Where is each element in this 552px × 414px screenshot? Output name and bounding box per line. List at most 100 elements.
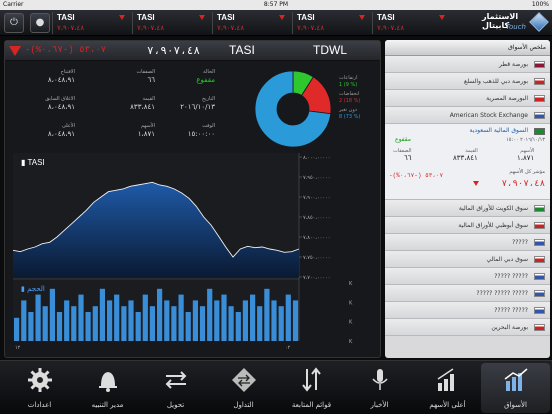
flag-icon xyxy=(534,222,545,229)
down-arrow-icon xyxy=(359,15,365,20)
ticker-value: ٧،٩٠٧،٤٨ xyxy=(217,25,245,32)
market-row[interactable]: ????? xyxy=(385,234,550,251)
stat-value: ١٥:٠٠:٠٠ xyxy=(187,130,215,138)
volume-bar xyxy=(185,312,191,341)
market-row[interactable]: سوق دبي المالي xyxy=(385,251,550,268)
flag-icon xyxy=(534,273,545,280)
pie-legend-value: 8 (73 %) xyxy=(339,114,361,120)
stat-item: الوقت ١٥:٠٠:٠٠ xyxy=(155,123,215,138)
saudi-market-card[interactable]: السوق المالية السعودية ٢٠١٦/١٠/١٣ ١٥:٠٠ … xyxy=(385,124,550,200)
flag-icon xyxy=(534,324,545,331)
pie-legend-value: 2 (18 %) xyxy=(339,98,361,104)
price-tick-label: ٧،٩٥٠،٠٠٠٠٠ xyxy=(303,175,330,181)
flag-icon xyxy=(534,112,545,119)
market-code: TDWL xyxy=(313,43,347,57)
volume-bar xyxy=(28,312,34,341)
volume-tick-label: K xyxy=(349,339,353,345)
stat-item: القيمة ٨٣٣،٨٤١ xyxy=(95,96,155,111)
ticker-symbol: TASI xyxy=(137,13,155,22)
down-arrow-icon xyxy=(199,15,205,20)
tab-trading[interactable]: التداول xyxy=(209,363,278,413)
saudi-timestamp: ٢٠١٦/١٠/١٣ ١٥:٠٠ xyxy=(506,137,545,143)
ticker-item[interactable]: TASI ٧،٩٠٧،٤٨ xyxy=(292,12,370,34)
market-name: البورصة المصرية xyxy=(486,95,528,102)
index-panel: -٥٣،٠٧ (-٠،٦٧%) ٧،٩٠٧،٤٨ TASI TDWL الحال… xyxy=(4,40,381,358)
logo-diamond-icon xyxy=(529,12,549,32)
tab-alert-manager[interactable]: مدير التنبيه xyxy=(73,363,142,413)
market-row[interactable]: سوق أبوظبي للأوراق المالية xyxy=(385,217,550,234)
volume-bar xyxy=(271,300,277,341)
market-row[interactable]: بورصة البحرين xyxy=(385,319,550,336)
market-row[interactable]: ????? ????? ????? xyxy=(385,285,550,302)
market-name: سوق أبوظبي للأوراق المالية xyxy=(458,222,528,229)
pie-legend-item: دون تغير 8 (73 %) xyxy=(339,107,360,120)
battery-level: 100% xyxy=(531,1,549,8)
volume-bar xyxy=(49,288,55,341)
ticker-item[interactable]: TASI ٧،٩٠٧،٤٨ xyxy=(372,12,450,34)
market-row[interactable]: ????? ????? xyxy=(385,302,550,319)
saudi-stat: القيمة ٨٣٣،٨٤١ xyxy=(453,148,478,162)
tab-transfer[interactable]: تحويل xyxy=(141,363,210,413)
market-row[interactable]: بورصة دبي للذهب والسلع xyxy=(385,73,550,90)
volume-bar xyxy=(228,306,234,341)
volume-bar xyxy=(135,312,141,341)
ticker-item[interactable]: TASI ٧،٩٠٧،٤٨ xyxy=(52,12,130,34)
ticker-value: ٧،٩٠٧،٤٨ xyxy=(57,25,85,32)
index-value: ٧،٩٠٧،٤٨ xyxy=(147,46,200,58)
tab-watchlist[interactable]: قوائم المتابعة xyxy=(277,363,346,413)
saudi-stat-label: الصفقات xyxy=(393,148,412,154)
alert-manager-icon xyxy=(99,372,117,392)
ticker-value: ٧،٩٠٧،٤٨ xyxy=(297,25,325,32)
market-row[interactable]: سوق الكويت للأوراق المالية xyxy=(385,200,550,217)
index-header: -٥٣،٠٧ (-٠،٦٧%) ٧،٩٠٧،٤٨ TASI TDWL xyxy=(5,41,380,61)
market-row[interactable]: ????? ????? xyxy=(385,268,550,285)
tab-news[interactable]: الأخبار xyxy=(345,363,414,413)
volume-bar xyxy=(71,306,77,341)
market-name: سوق دبي المالي xyxy=(486,256,528,263)
transfer-icon xyxy=(165,371,187,389)
stat-value: ٨،٠٤٨،٩١ xyxy=(47,76,75,84)
app-logo: الاستثمار كابيتال Touch xyxy=(482,11,550,35)
tab-top-stocks[interactable]: أعلى الأسهم xyxy=(413,363,482,413)
volume-bar xyxy=(114,294,120,341)
tab-label: الأسواق xyxy=(504,401,527,409)
saudi-stat-value: ٨٣٣،٨٤١ xyxy=(453,154,478,162)
market-row[interactable]: البورصة المصرية xyxy=(385,90,550,107)
tab-markets[interactable]: الأسواق xyxy=(481,363,550,413)
price-tick-label: ٧،٧٠٠،٠٠٠٠٠ xyxy=(303,275,330,281)
tab-label: أعلى الأسهم xyxy=(429,401,466,409)
pie-legend-label: ارتفاعات xyxy=(339,75,358,81)
market-name: American Stock Exchange xyxy=(449,112,528,119)
saudi-stat: الصفقات ٦٦ xyxy=(393,148,412,162)
down-arrow-icon xyxy=(473,181,479,186)
ticker-symbol: TASI xyxy=(217,13,235,22)
ticker-symbol: TASI xyxy=(57,13,75,22)
ticker-bar: ⏻ ● TASI ٧،٩٠٧،٤٨ TASI ٧،٩٠٧،٤٨ TASI ٧،٩٠٧،٤٨… xyxy=(0,10,552,36)
markets-icon xyxy=(504,368,528,391)
index-chart[interactable]: ▮ TASI ▮ الحجم ٧،٧٠٠،٠٠٠٠٠ ٧،٧٥٠،٠٠٠٠٠ ٧،٨٠٠… xyxy=(13,153,375,351)
stat-label: الأسهم xyxy=(140,123,155,129)
record-icon[interactable]: ● xyxy=(30,13,50,33)
markets-panel: ملخص الأسواق بورصة قطر بورصة دبي للذهب وا… xyxy=(385,40,550,358)
stat-item: التاريخ ٢٠١٦/١٠/١٣ xyxy=(155,96,215,111)
carrier-label: Carrier xyxy=(3,1,24,8)
volume-bar xyxy=(14,317,20,341)
settings-icon xyxy=(28,368,52,392)
stat-value: ٨،٠٤٨،٩١ xyxy=(47,130,75,138)
index-change: -٥٣،٠٧ (-٠،٦٧%) xyxy=(25,45,107,55)
tab-settings[interactable]: اعدادات xyxy=(5,363,74,413)
pie-slice xyxy=(254,70,332,148)
down-arrow-icon xyxy=(439,15,445,20)
volume-title: ▮ الحجم xyxy=(21,285,45,293)
stat-value: ٦٦ xyxy=(147,76,155,84)
market-row[interactable]: American Stock Exchange xyxy=(385,107,550,124)
flag-icon xyxy=(534,95,545,102)
ticker-item[interactable]: TASI ٧،٩٠٧،٤٨ xyxy=(132,12,210,34)
power-icon[interactable]: ⏻ xyxy=(4,13,24,33)
price-line xyxy=(13,181,300,258)
ticker-item[interactable]: TASI ٧،٩٠٧،٤٨ xyxy=(212,12,290,34)
saudi-stat-value: ٦٦ xyxy=(404,154,412,162)
stat-label: الصفقات xyxy=(136,69,155,75)
breadth-pie-chart xyxy=(254,70,332,148)
market-row[interactable]: بورصة قطر xyxy=(385,56,550,73)
